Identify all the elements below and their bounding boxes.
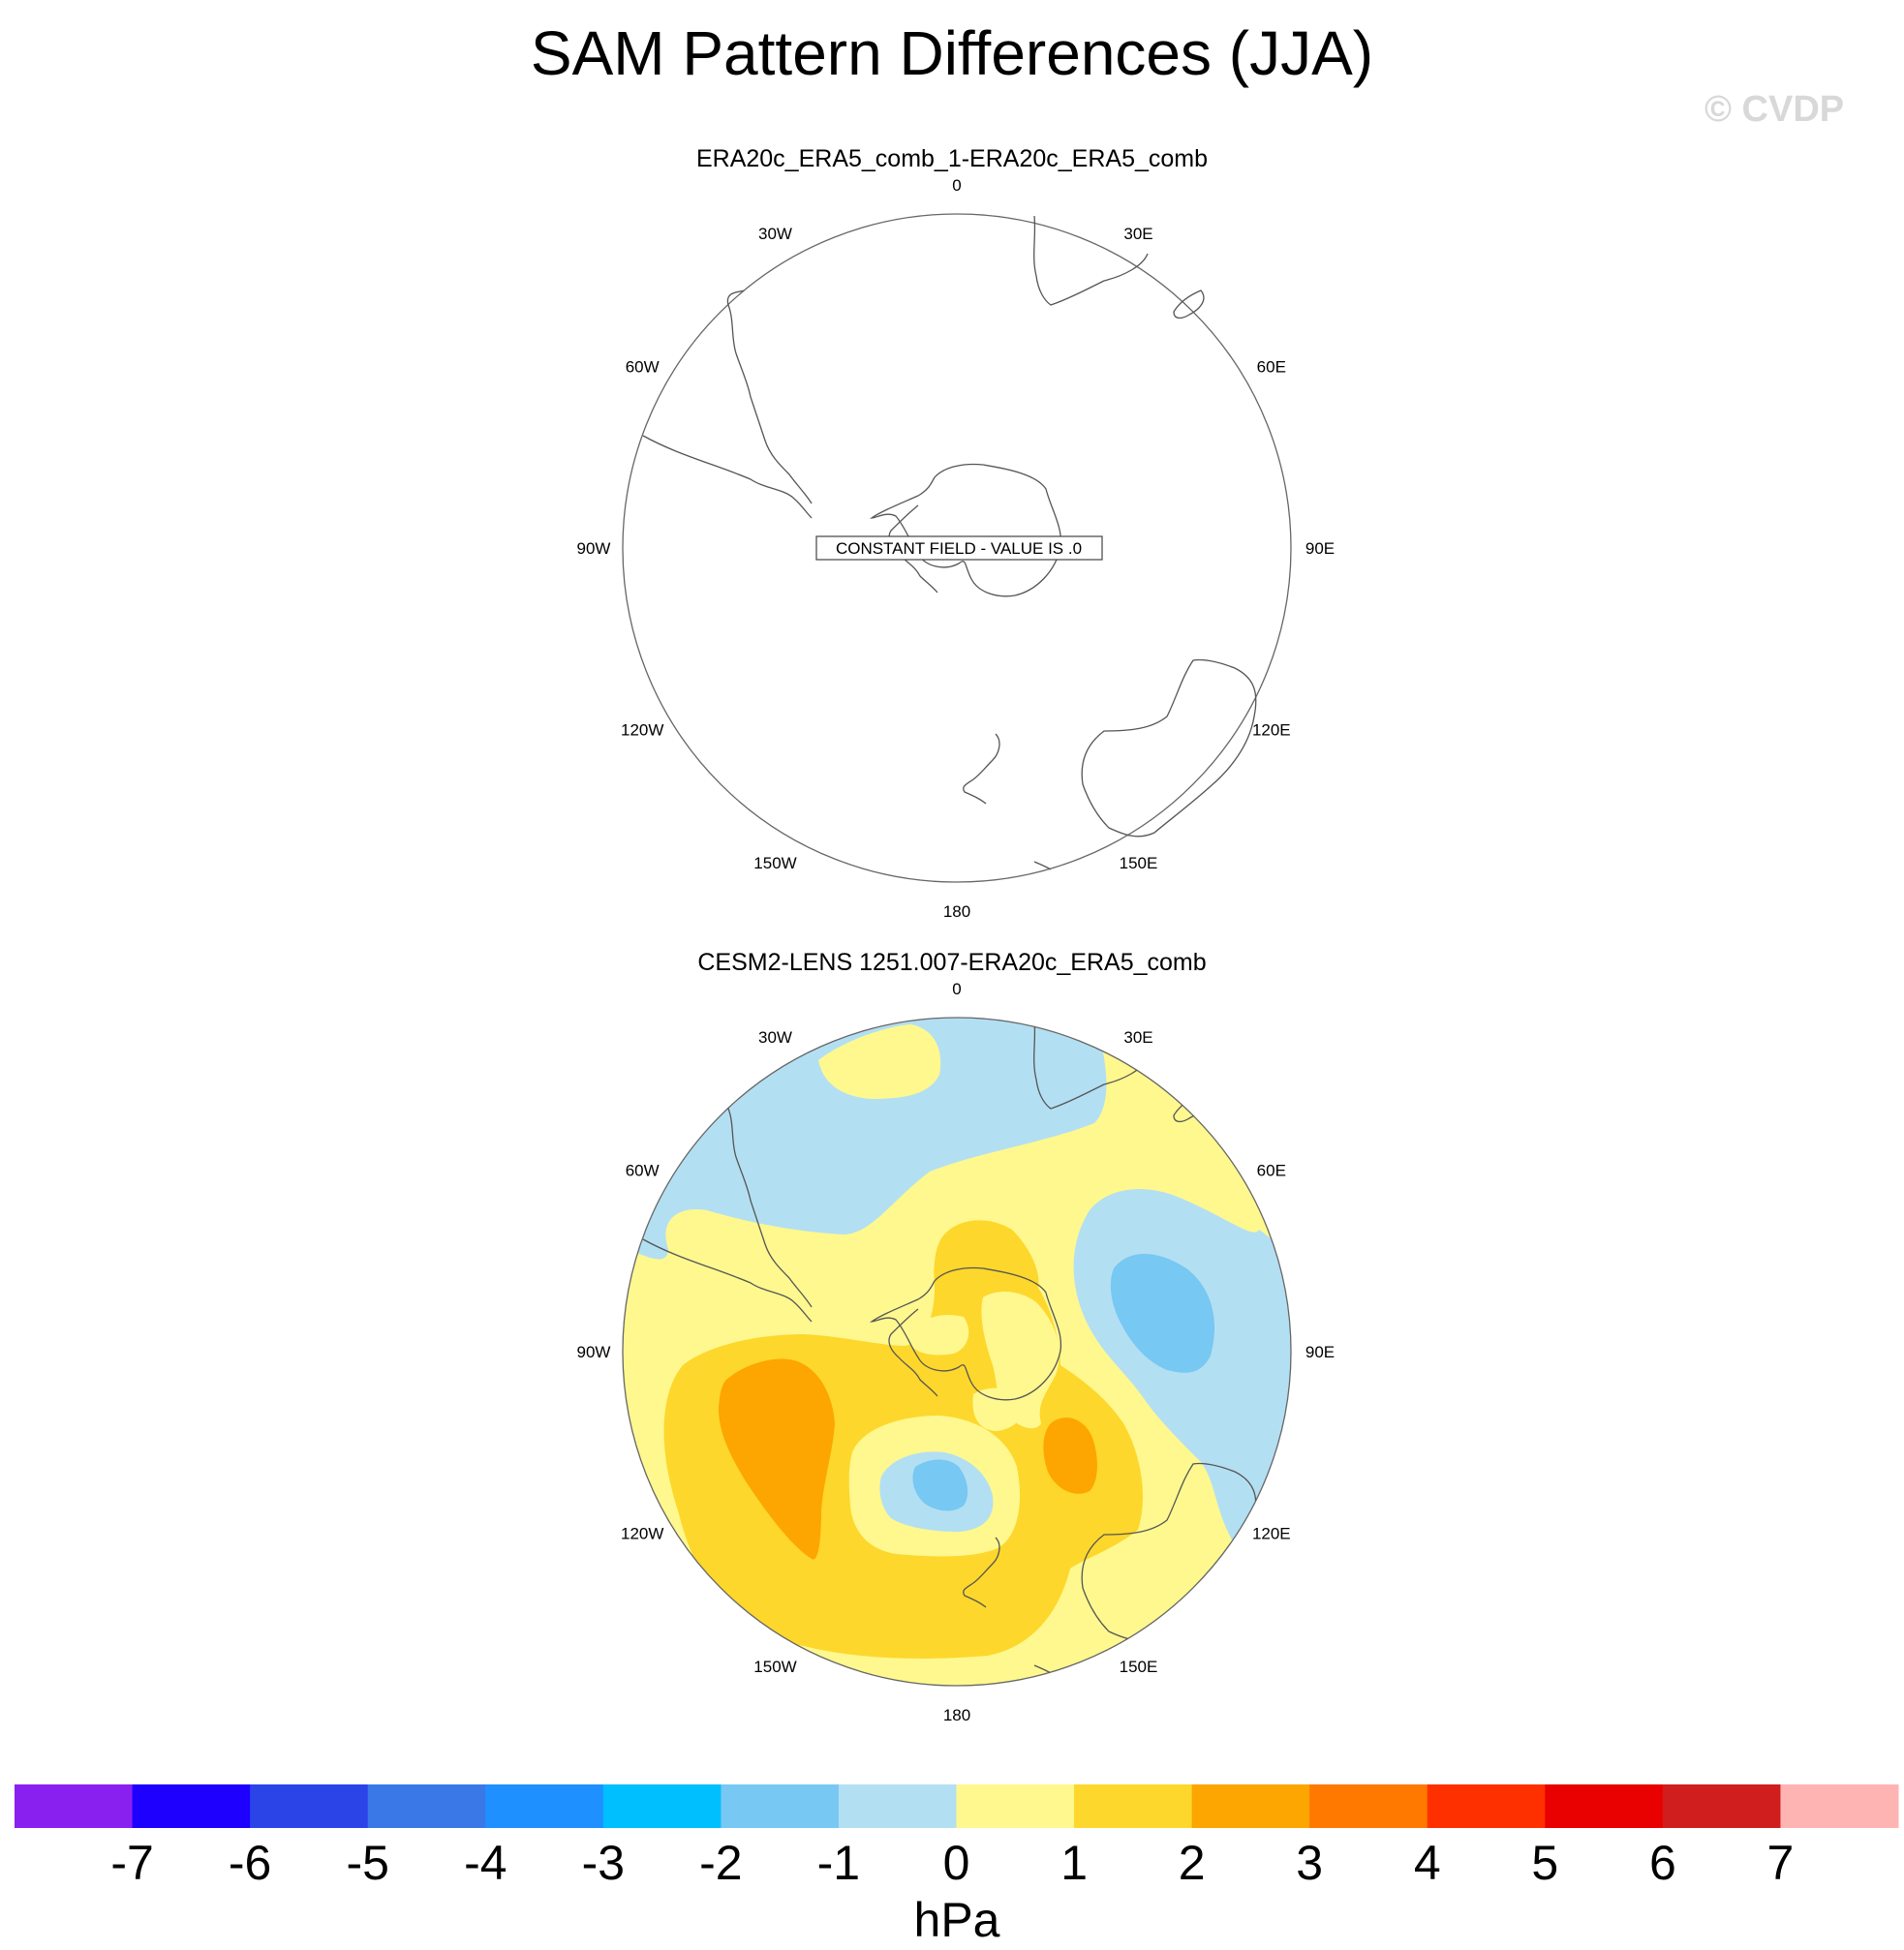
colorbar-tick--1: -1 xyxy=(817,1836,860,1890)
colorbar-box-11 xyxy=(1309,1784,1428,1828)
colorbar-tick--2: -2 xyxy=(699,1836,742,1890)
colorbar-tick-1: 1 xyxy=(1060,1836,1088,1890)
colorbar-label: hPa xyxy=(914,1893,1000,1947)
lon-label-1-30e: 30E xyxy=(1123,225,1152,243)
panel-2-title: CESM2-LENS 1251.007-ERA20c_ERA5_comb xyxy=(697,949,1207,976)
constant-field-box xyxy=(815,535,1103,561)
colorbar-tick-3: 3 xyxy=(1296,1836,1323,1890)
lon-label-2-30e: 30E xyxy=(1123,1028,1152,1047)
lon-label-2-30w: 30W xyxy=(758,1028,792,1047)
constant-field-label: CONSTANT FIELD - VALUE IS .0 xyxy=(836,539,1082,558)
colorbar-box-3 xyxy=(367,1784,486,1828)
colorbar-tick-2: 2 xyxy=(1179,1836,1206,1890)
longitude-labels: 0 30E 60E 90E 120E 150E 180 150W 120W 90W 60W 30W 0 3… xyxy=(577,176,1336,1724)
contour-pos2-ross xyxy=(1043,1417,1097,1494)
colorbar-tick-4: 4 xyxy=(1414,1836,1441,1890)
colorbar-tick--4: -4 xyxy=(464,1836,507,1890)
lon-label-2-90e: 90E xyxy=(1305,1343,1335,1361)
lon-label-1-120w: 120W xyxy=(621,721,663,740)
colorbar-tick--6: -6 xyxy=(229,1836,271,1890)
colorbar-box-9 xyxy=(1074,1784,1193,1828)
colorbar-box-12 xyxy=(1427,1784,1546,1828)
lon-label-1-180: 180 xyxy=(943,902,970,921)
map-panel-2 xyxy=(622,1017,1292,1687)
lon-label-2-120w: 120W xyxy=(621,1525,663,1543)
colorbar: -7 -6 -5 -4 -3 -2 -1 0 1 2 3 4 5 6 7 xyxy=(15,1784,1899,1890)
lon-label-1-120e: 120E xyxy=(1252,721,1291,740)
lon-label-1-60w: 60W xyxy=(626,358,660,377)
colorbar-box-10 xyxy=(1191,1784,1310,1828)
watermark: © CVDP xyxy=(1704,89,1845,130)
contour-pos0-ross-shelf xyxy=(972,1387,1024,1431)
colorbar-box-5 xyxy=(602,1784,722,1828)
colorbar-box-13 xyxy=(1545,1784,1664,1828)
colorbar-box-15 xyxy=(1780,1784,1899,1828)
lon-label-1-30w: 30W xyxy=(758,225,792,243)
colorbar-tick-5: 5 xyxy=(1531,1836,1558,1890)
lon-label-1-0: 0 xyxy=(952,176,961,195)
colorbar-tick--3: -3 xyxy=(582,1836,625,1890)
map-boundary-2 xyxy=(622,1017,1292,1687)
lon-label-1-150e: 150E xyxy=(1120,854,1158,872)
lon-label-1-90e: 90E xyxy=(1305,539,1335,558)
colorbar-box-1 xyxy=(132,1784,251,1828)
panel-1-title: ERA20c_ERA5_comb_1-ERA20c_ERA5_comb xyxy=(695,145,1209,172)
lon-label-2-0: 0 xyxy=(952,980,961,998)
contour-pos-island xyxy=(818,1024,941,1099)
lon-label-2-150e: 150E xyxy=(1120,1658,1158,1676)
colorbar-tick-7: 7 xyxy=(1766,1836,1794,1890)
contour-pos0-antarctica-west xyxy=(910,1315,969,1356)
contour-pos2-amundsen xyxy=(719,1358,835,1560)
colorbar-box-6 xyxy=(721,1784,840,1828)
lon-label-2-60e: 60E xyxy=(1257,1162,1286,1180)
colorbar-tick-0: 0 xyxy=(943,1836,970,1890)
colorbar-box-2 xyxy=(250,1784,369,1828)
lon-label-2-150w: 150W xyxy=(753,1658,796,1676)
colorbar-tick--7: -7 xyxy=(110,1836,153,1890)
colorbar-box-14 xyxy=(1662,1784,1781,1828)
colorbar-box-7 xyxy=(838,1784,957,1828)
lon-label-1-60e: 60E xyxy=(1257,358,1286,377)
colorbar-box-8 xyxy=(956,1784,1075,1828)
map-panel-1: CONSTANT FIELD - VALUE IS .0 xyxy=(622,213,1292,883)
chart-title: SAM Pattern Differences (JJA) xyxy=(530,18,1374,88)
lon-label-1-90w: 90W xyxy=(577,539,611,558)
lon-label-2-90w: 90W xyxy=(577,1343,611,1361)
colorbar-box-4 xyxy=(485,1784,604,1828)
lon-label-1-150w: 150W xyxy=(753,854,796,872)
contour-neg2-indian xyxy=(1110,1254,1214,1373)
lon-label-2-60w: 60W xyxy=(626,1162,660,1180)
colorbar-box-0 xyxy=(15,1784,134,1828)
colorbar-tick--5: -5 xyxy=(346,1836,388,1890)
colorbar-tick-6: 6 xyxy=(1649,1836,1676,1890)
lon-label-2-120e: 120E xyxy=(1252,1525,1291,1543)
lon-label-2-180: 180 xyxy=(943,1706,970,1724)
contour-neg2-nz xyxy=(912,1459,968,1511)
